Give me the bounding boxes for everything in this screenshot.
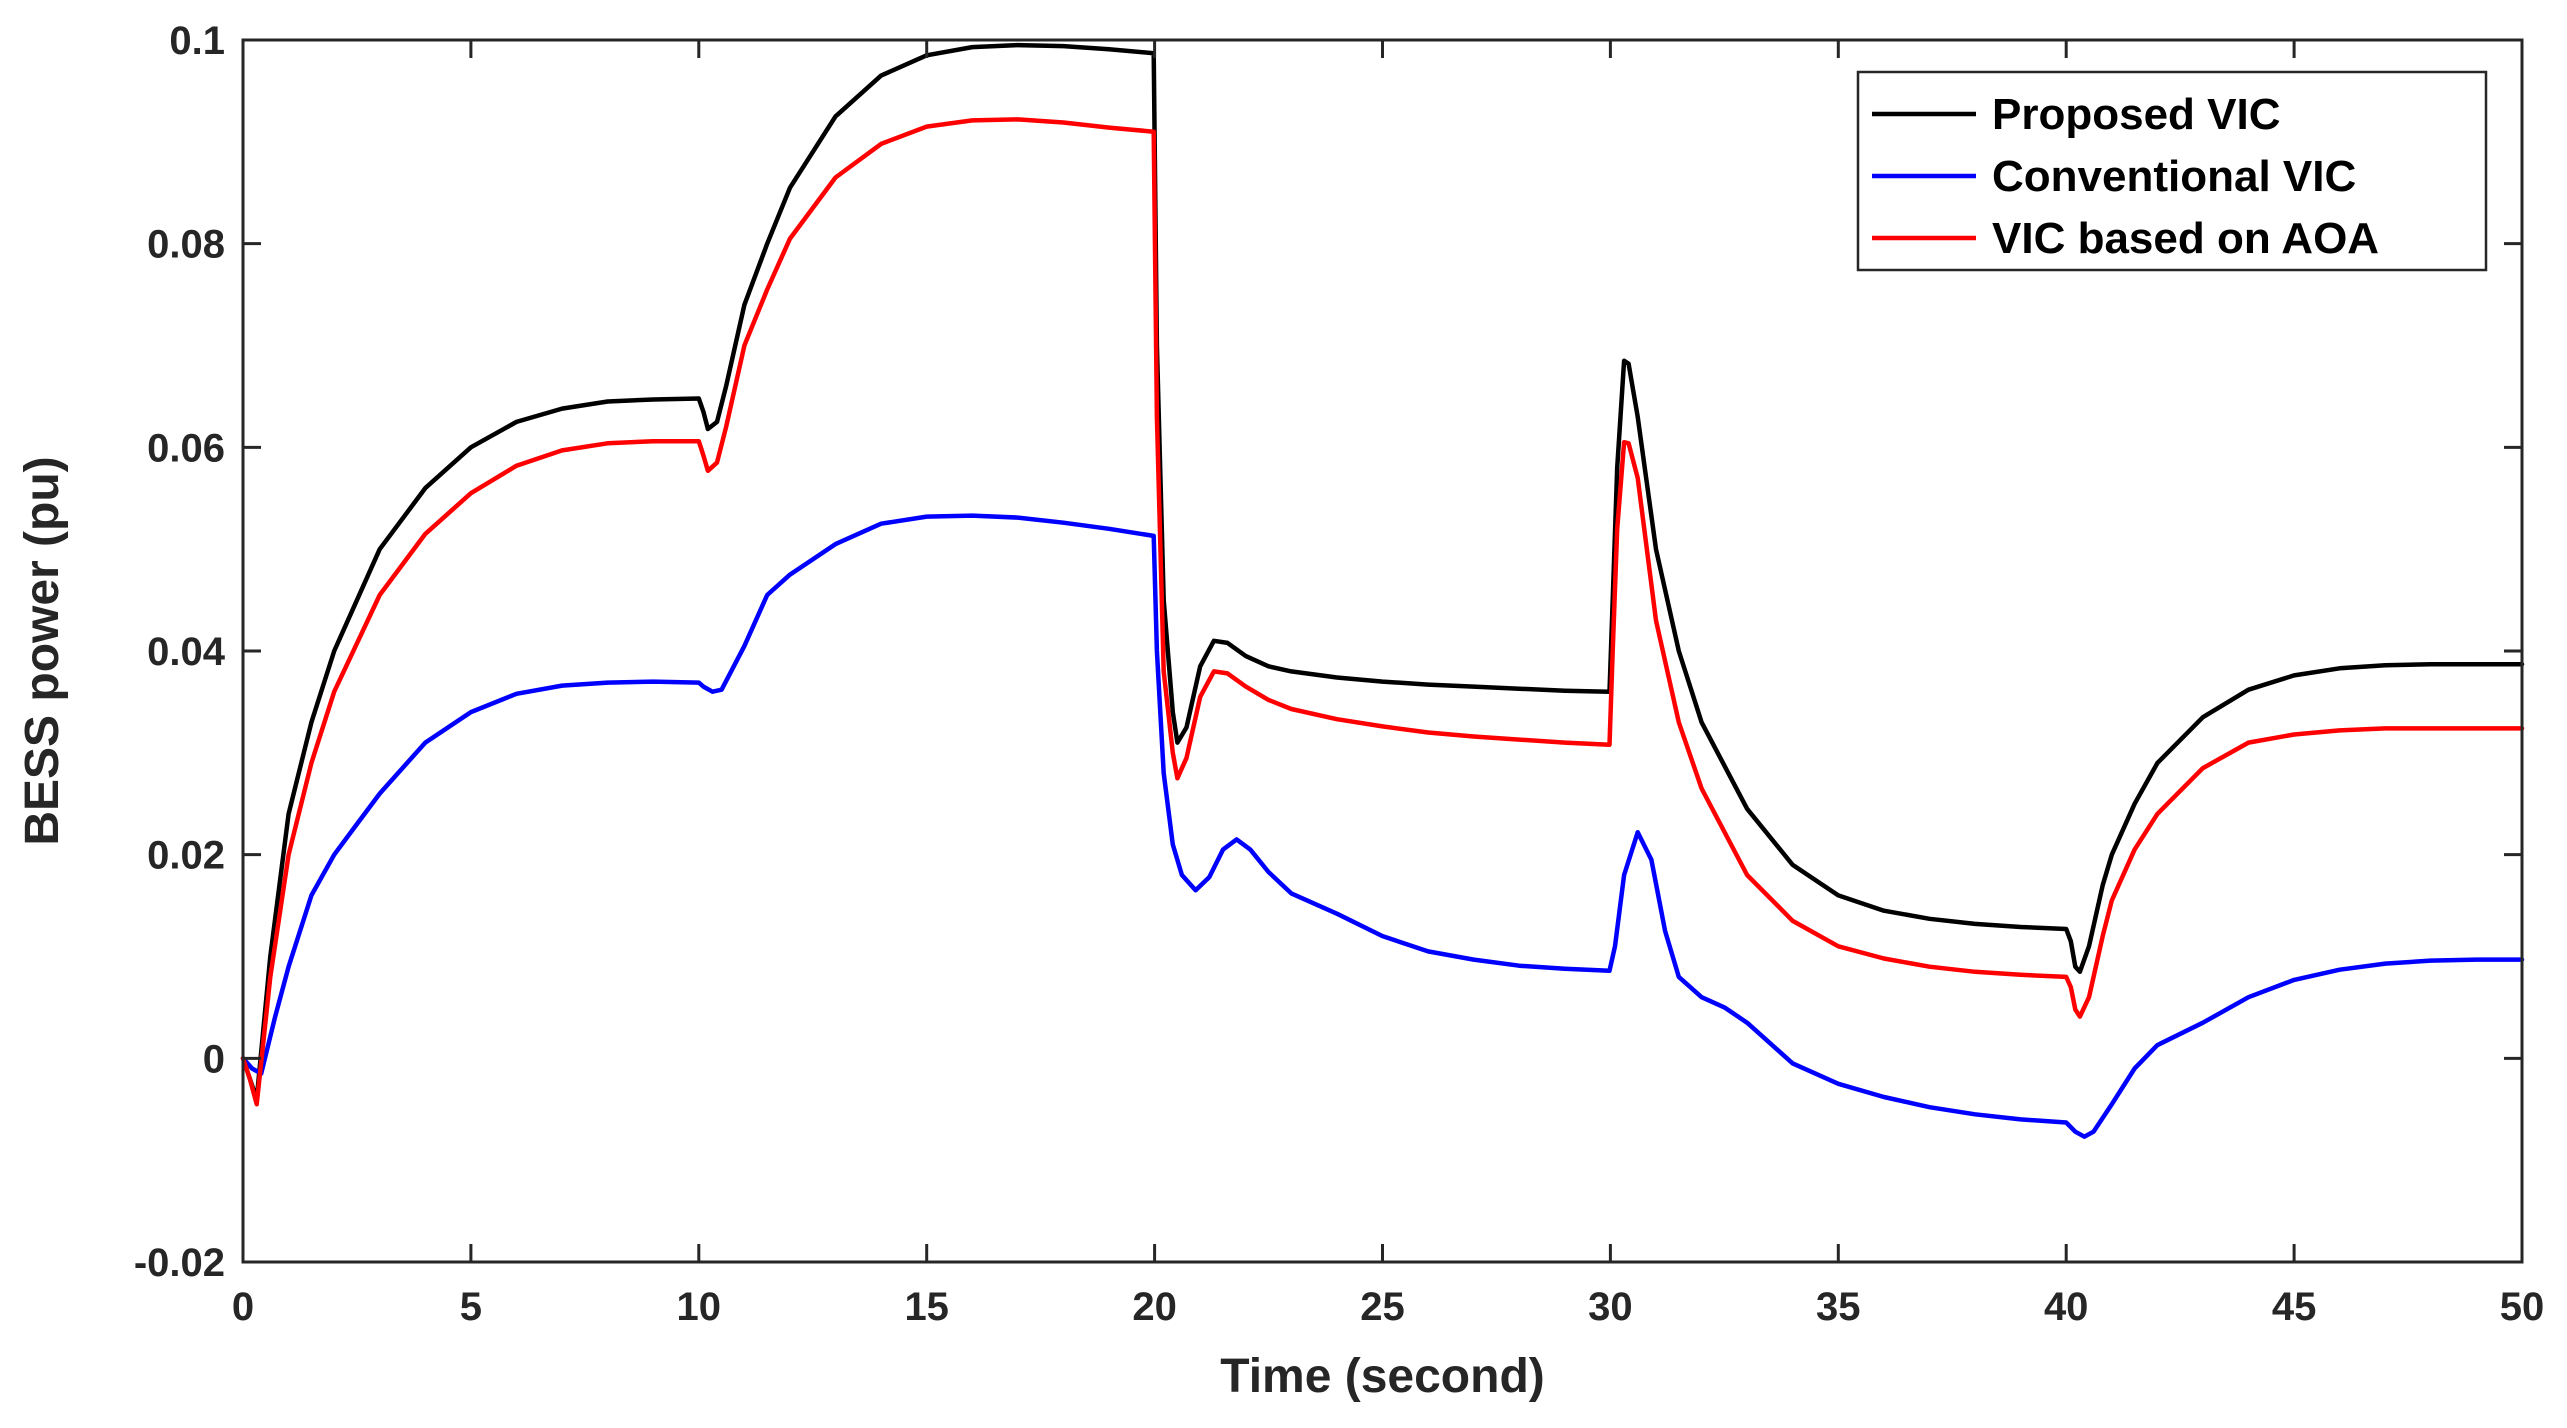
legend-label-1: Proposed VIC bbox=[1992, 90, 2281, 139]
ticks-group: 0 5 10 15 20 25 30 35 40 45 50-0.0200.020.040.060.… bbox=[134, 19, 2544, 1329]
y-tick-label: 0.04 bbox=[147, 630, 226, 674]
x-axis-title: Time (second) bbox=[1220, 1350, 1545, 1403]
legend-label-2: Conventional VIC bbox=[1992, 152, 2356, 201]
x-tick-label: 0 bbox=[232, 1285, 254, 1329]
y-tick-label: 0.1 bbox=[169, 19, 225, 63]
x-tick-label: 40 bbox=[2044, 1285, 2089, 1329]
series-line-2 bbox=[240, 513, 2525, 1139]
x-tick-label: 45 bbox=[2272, 1285, 2317, 1329]
series-line-1 bbox=[240, 42, 2525, 1102]
y-tick-label: 0.02 bbox=[147, 834, 225, 878]
series-line-3 bbox=[240, 117, 2525, 1107]
x-tick-label: 15 bbox=[904, 1285, 949, 1329]
x-tick-label: 20 bbox=[1132, 1285, 1177, 1329]
legend-label-3: VIC based on AOA bbox=[1992, 214, 2379, 263]
x-tick-label: 10 bbox=[677, 1285, 722, 1329]
legend: Proposed VIC Conventional VIC VIC based on… bbox=[1856, 70, 2488, 272]
y-tick-label: -0.02 bbox=[134, 1241, 225, 1285]
x-tick-label: 5 bbox=[460, 1285, 482, 1329]
x-tick-label: 25 bbox=[1360, 1285, 1405, 1329]
y-axis-title: BESS power (pu) bbox=[16, 456, 69, 845]
x-tick-label: 50 bbox=[2500, 1285, 2545, 1329]
series-group bbox=[240, 42, 2525, 1139]
x-tick-label: 30 bbox=[1588, 1285, 1633, 1329]
y-tick-label: 0 bbox=[203, 1037, 225, 1081]
x-tick-label: 35 bbox=[1816, 1285, 1861, 1329]
y-tick-label: 0.06 bbox=[147, 426, 225, 470]
y-tick-label: 0.08 bbox=[147, 223, 225, 267]
